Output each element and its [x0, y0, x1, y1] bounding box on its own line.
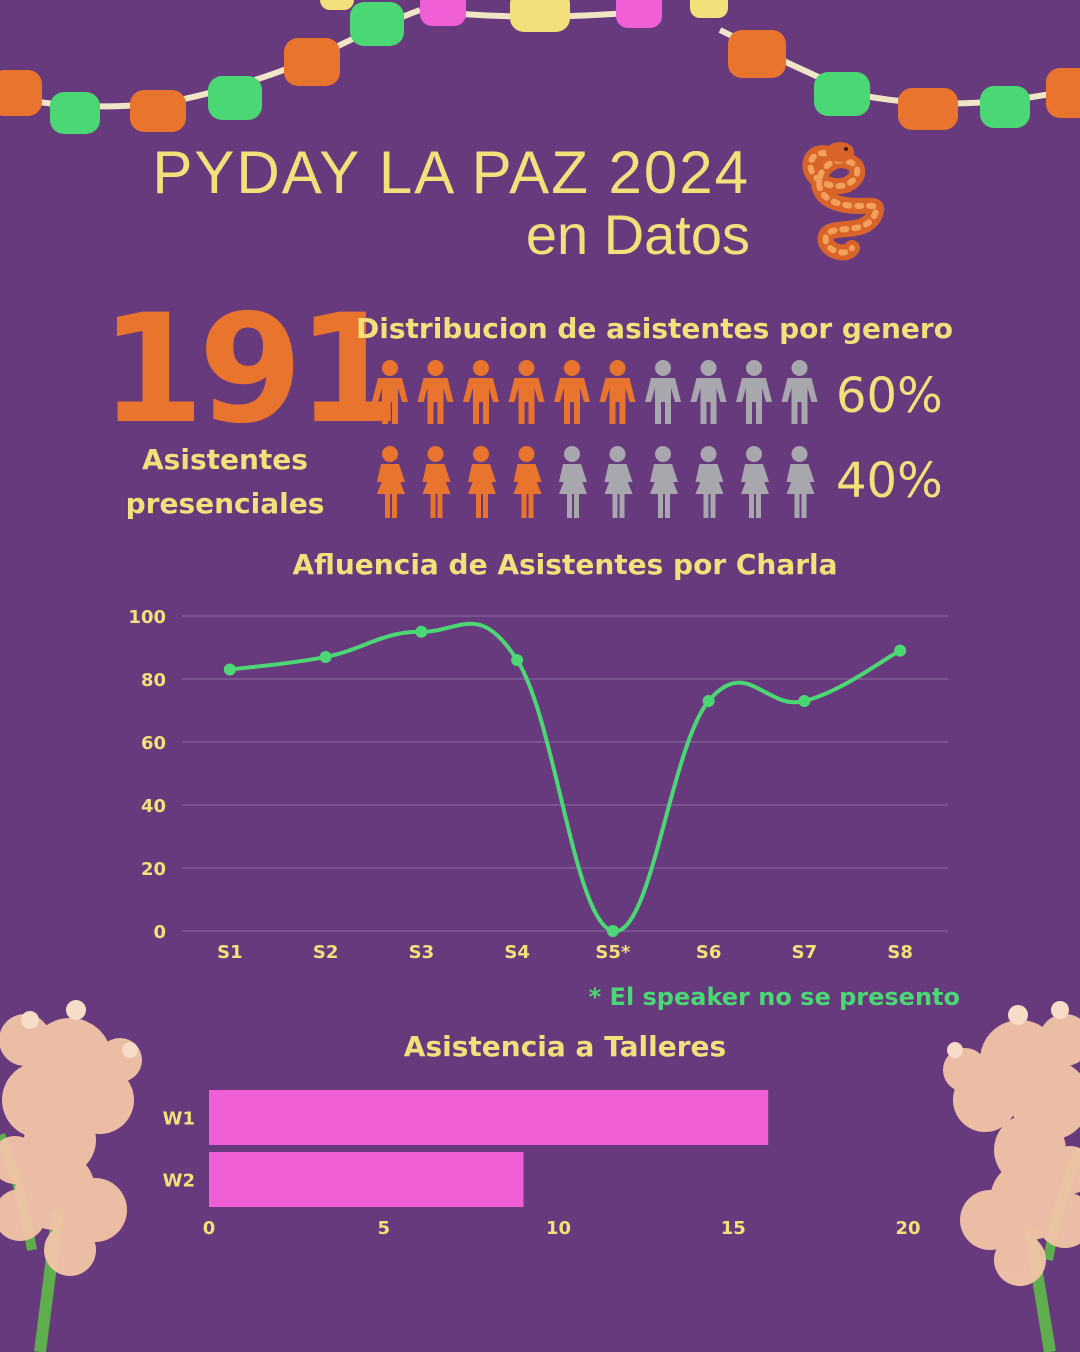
attendee-label-line2: presenciales [125, 487, 325, 520]
gender-chart-title: Distribucion de asistentes por genero [356, 312, 953, 345]
x-tick-label: 20 [895, 1218, 920, 1239]
x-tick-label: S7 [792, 942, 818, 963]
male-person-icon [508, 360, 545, 424]
female-person-icon [604, 446, 633, 518]
series-line [229, 621, 902, 934]
y-tick-label: W2 [163, 1171, 195, 1192]
bar [209, 1152, 524, 1207]
data-point [798, 695, 811, 708]
female-person-icon [741, 446, 769, 518]
x-tick-label: S5* [595, 942, 630, 963]
y-tick-label: 100 [128, 607, 166, 628]
bar [209, 1090, 769, 1145]
female-person-icon [513, 446, 542, 518]
male-person-icon [417, 360, 454, 424]
attendee-label: Asistentes presenciales [100, 438, 350, 526]
snake-icon [802, 142, 884, 261]
x-tick-label: 15 [721, 1218, 746, 1239]
female-percent-label: 40% [836, 453, 943, 509]
page-subtitle: en Datos [525, 203, 750, 266]
female-person-icon [786, 446, 815, 518]
male-person-icon [645, 360, 681, 424]
female-person-icon [422, 446, 451, 518]
female-person-icon [695, 446, 724, 518]
data-point [702, 695, 715, 708]
male-person-icon [736, 360, 772, 424]
page-title: PYDAY LA PAZ 2024 [152, 139, 750, 206]
male-person-icon [690, 360, 727, 424]
bar-chart-title: Asistencia a Talleres [403, 1030, 727, 1063]
y-tick-label: 80 [141, 670, 166, 691]
female-person-icon [650, 446, 678, 518]
x-tick-label: S6 [696, 942, 722, 963]
male-person-icon [463, 360, 499, 424]
y-tick-label: W1 [163, 1109, 195, 1130]
x-tick-label: 10 [546, 1218, 571, 1239]
male-person-icon [372, 360, 408, 424]
data-point [894, 644, 907, 657]
x-tick-label: S2 [313, 942, 339, 963]
x-tick-label: S3 [409, 942, 435, 963]
male-person-icon [554, 360, 590, 424]
male-percent-label: 60% [836, 368, 943, 424]
data-point [606, 925, 619, 937]
x-tick-label: 0 [203, 1218, 216, 1239]
data-point [223, 663, 236, 676]
right-flower [943, 1001, 1080, 1352]
attendee-label-line1: Asistentes [142, 443, 308, 476]
male-person-icon [599, 360, 636, 424]
x-tick-label: S1 [217, 942, 243, 963]
gender-pictogram [372, 360, 818, 518]
data-point [415, 625, 428, 638]
female-person-icon [377, 446, 405, 518]
x-tick-label: S4 [504, 942, 530, 963]
y-tick-label: 60 [141, 733, 166, 754]
line-chart: 0 20 40 60 80 100 S1 S2 S3 S4 S5* S6 S7 S8 [128, 607, 948, 963]
x-tick-label: S8 [887, 942, 913, 963]
female-person-icon [559, 446, 587, 518]
garland-decoration [0, 0, 1080, 134]
y-tick-label: 0 [153, 922, 166, 943]
line-chart-title: Afluencia de Asistentes por Charla [292, 548, 838, 581]
footnote: * El speaker no se presento [588, 983, 960, 1011]
data-point [319, 650, 332, 663]
male-person-icon [781, 360, 818, 424]
left-flower [0, 1000, 142, 1352]
x-tick-label: 5 [377, 1218, 390, 1239]
female-person-icon [468, 446, 496, 518]
y-tick-label: 20 [141, 859, 166, 880]
data-point [511, 654, 524, 667]
y-tick-label: 40 [141, 796, 166, 817]
